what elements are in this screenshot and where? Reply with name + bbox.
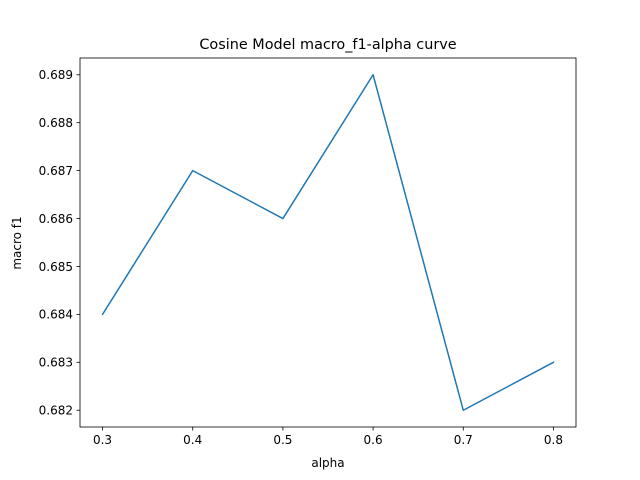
x-tick-label: 0.5 [273, 433, 292, 447]
axes-frame [79, 57, 577, 428]
x-axis-label: alpha [311, 456, 344, 470]
y-tick-label: 0.687 [39, 164, 73, 178]
y-tick-label: 0.682 [39, 404, 73, 418]
x-tick-label: 0.8 [544, 433, 563, 447]
y-tick-label: 0.685 [39, 260, 73, 274]
x-tick-label: 0.3 [93, 433, 112, 447]
y-tick-label: 0.686 [39, 212, 73, 226]
x-tick-label: 0.6 [364, 433, 383, 447]
y-tick-label: 0.684 [39, 308, 73, 322]
y-axis-label: macro f1 [10, 216, 24, 269]
plot-layer [101, 74, 555, 411]
y-tick-label: 0.689 [39, 68, 73, 82]
x-tick-label: 0.7 [454, 433, 473, 447]
chart-title: Cosine Model macro_f1-alpha curve [199, 37, 456, 53]
x-tick-label: 0.4 [183, 433, 202, 447]
series-line-0 [101, 74, 555, 411]
y-tick-label: 0.683 [39, 356, 73, 370]
axes-layer: 0.3 0.4 0.5 0.6 0.7 0.8 0.682 0.683 0.684 0.685 0.… [39, 57, 577, 447]
y-tick-label: 0.688 [39, 116, 73, 130]
